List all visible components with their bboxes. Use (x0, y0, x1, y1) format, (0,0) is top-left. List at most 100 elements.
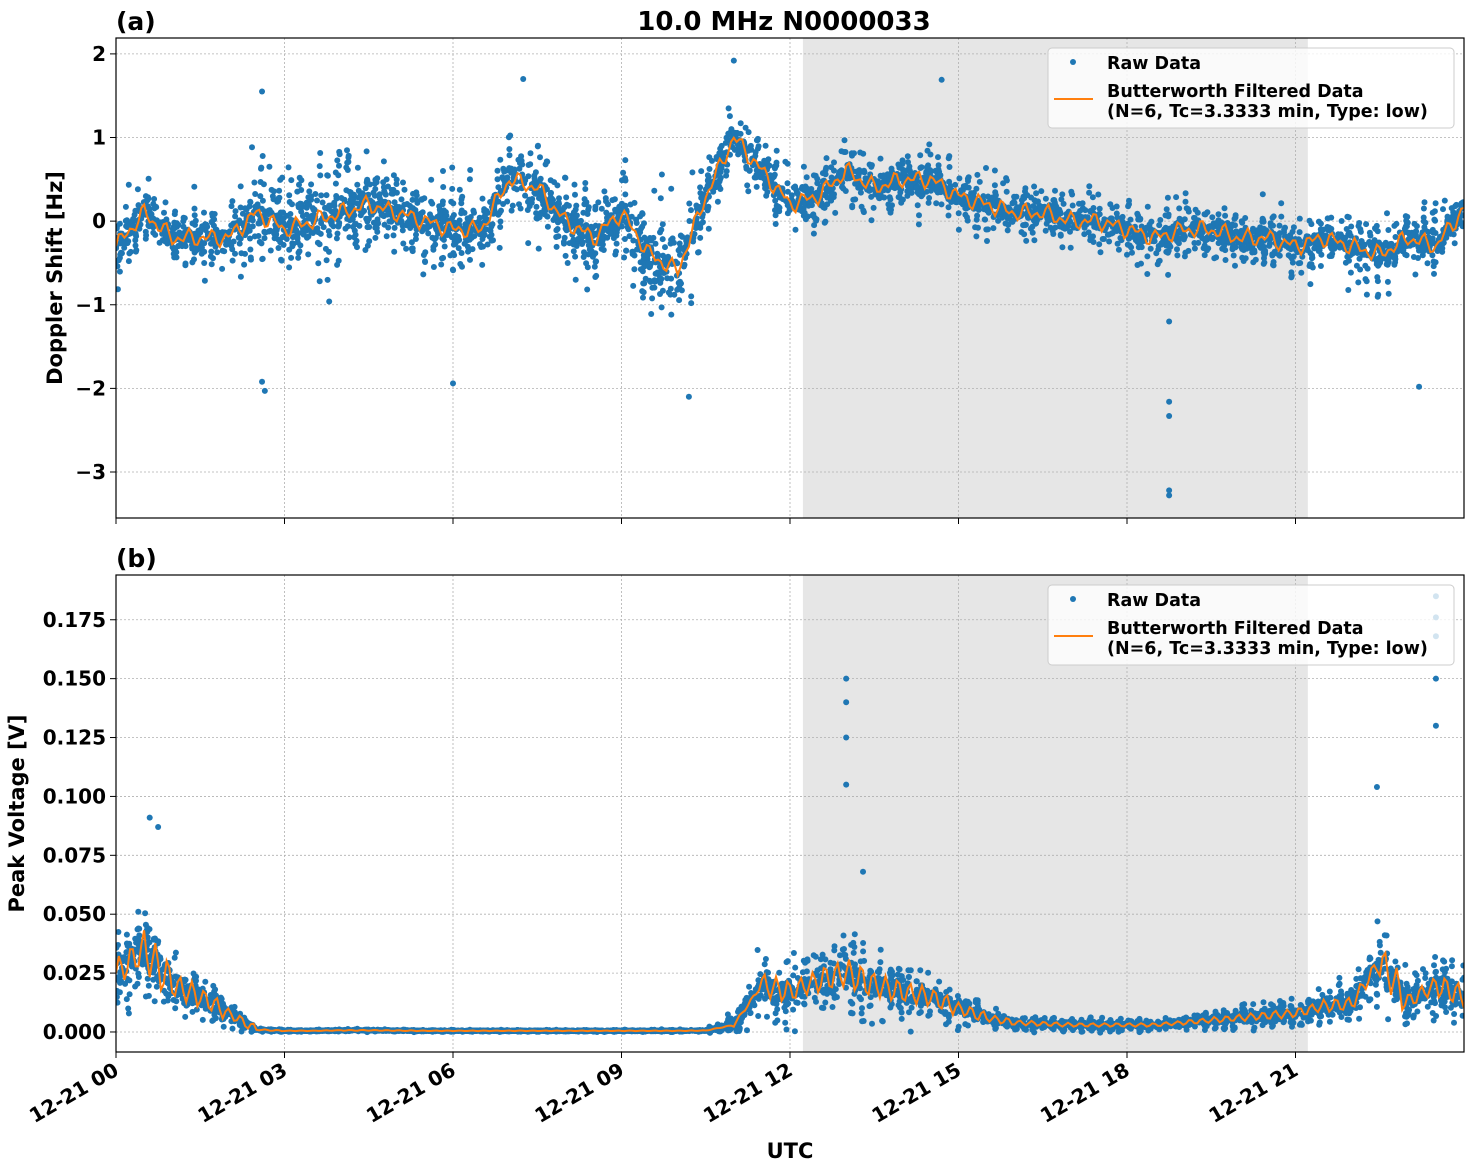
raw-data-point (384, 176, 390, 182)
raw-data-point (1297, 216, 1303, 222)
raw-data-point (850, 197, 856, 203)
raw-data-point (1269, 251, 1275, 257)
raw-data-point (884, 187, 890, 193)
raw-data-point (823, 165, 829, 171)
raw-data-point (1277, 230, 1283, 236)
raw-data-point (308, 181, 314, 187)
raw-data-point (1210, 235, 1216, 241)
raw-data-point (392, 225, 398, 231)
raw-data-point (1059, 244, 1065, 250)
raw-data-point (294, 235, 300, 241)
raw-data-point (608, 224, 614, 230)
raw-data-point (1139, 244, 1145, 250)
raw-data-point (668, 186, 674, 192)
raw-data-point (366, 224, 372, 230)
raw-data-point (946, 213, 952, 219)
raw-data-point (457, 187, 463, 193)
raw-data-point (984, 238, 990, 244)
raw-data-point (228, 243, 234, 249)
raw-data-point (785, 210, 791, 216)
raw-data-point (563, 194, 569, 200)
legend-raw-marker (1070, 59, 1076, 65)
raw-data-point (126, 258, 132, 264)
raw-data-point (1432, 208, 1438, 214)
raw-data-point (209, 261, 215, 267)
raw-data-point (146, 983, 152, 989)
raw-data-point (362, 247, 368, 253)
raw-data-point (618, 203, 624, 209)
raw-data-point (1134, 211, 1140, 217)
raw-data-point (197, 227, 203, 233)
raw-data-point (286, 192, 292, 198)
raw-data-point (746, 147, 752, 153)
raw-data-point (580, 239, 586, 245)
raw-data-point (1430, 239, 1436, 245)
raw-data-point (1346, 214, 1352, 220)
y-tick-label: 0.175 (43, 608, 106, 632)
raw-data-point (186, 237, 192, 243)
raw-data-point (431, 264, 437, 270)
raw-data-point (504, 174, 510, 180)
raw-data-point (964, 214, 970, 220)
raw-data-point (1296, 260, 1302, 266)
raw-data-point (1389, 241, 1395, 247)
raw-data-point (553, 234, 559, 240)
raw-data-point (1116, 247, 1122, 253)
raw-data-point (203, 222, 209, 228)
raw-data-point (219, 266, 225, 272)
raw-data-point (573, 277, 579, 283)
raw-data-point (537, 196, 543, 202)
raw-data-point (1166, 413, 1172, 419)
raw-data-point (495, 168, 501, 174)
raw-data-point (658, 195, 664, 201)
raw-data-point (1100, 236, 1106, 242)
raw-data-point (572, 182, 578, 188)
raw-data-point (563, 253, 569, 259)
raw-data-point (973, 186, 979, 192)
raw-data-point (1166, 399, 1172, 405)
raw-data-point (1261, 260, 1267, 266)
raw-data-point (1033, 190, 1039, 196)
raw-data-point (918, 188, 924, 194)
raw-data-point (295, 255, 301, 261)
raw-data-point (860, 208, 866, 214)
raw-data-point (1223, 257, 1229, 263)
raw-data-point (1346, 258, 1352, 264)
raw-data-point (686, 201, 692, 207)
panel-b-voltage: 0.0000.0250.0500.0750.1000.1250.1500.175… (5, 544, 1467, 1128)
raw-data-point (995, 218, 1001, 224)
raw-data-point (582, 180, 588, 186)
raw-data-point (1091, 239, 1097, 245)
y-tick-label: 0.100 (43, 784, 106, 808)
raw-data-point (410, 245, 416, 251)
raw-data-point (858, 996, 864, 1002)
raw-data-point (1230, 246, 1236, 252)
raw-data-point (161, 210, 167, 216)
raw-data-point (784, 1027, 790, 1033)
raw-data-point (648, 311, 654, 317)
raw-data-point (802, 210, 808, 216)
raw-data-point (183, 261, 189, 267)
raw-data-point (1020, 222, 1026, 228)
raw-data-point (1165, 250, 1171, 256)
raw-data-point (627, 233, 633, 239)
raw-data-point (133, 249, 139, 255)
y-tick-label: 0.150 (43, 667, 106, 691)
raw-data-point (467, 176, 473, 182)
raw-data-point (731, 58, 737, 64)
raw-data-point (566, 203, 572, 209)
raw-data-point (732, 147, 738, 153)
raw-data-point (842, 137, 848, 143)
raw-data-point (774, 148, 780, 154)
raw-data-point (1044, 216, 1050, 222)
raw-data-point (992, 168, 998, 174)
raw-data-point (907, 189, 913, 195)
raw-data-point (432, 236, 438, 242)
raw-data-point (276, 245, 282, 251)
raw-data-point (525, 240, 531, 246)
raw-data-point (510, 203, 516, 209)
raw-data-point (270, 193, 276, 199)
raw-data-point (1404, 214, 1410, 220)
raw-data-point (1004, 189, 1010, 195)
raw-data-point (133, 231, 139, 237)
